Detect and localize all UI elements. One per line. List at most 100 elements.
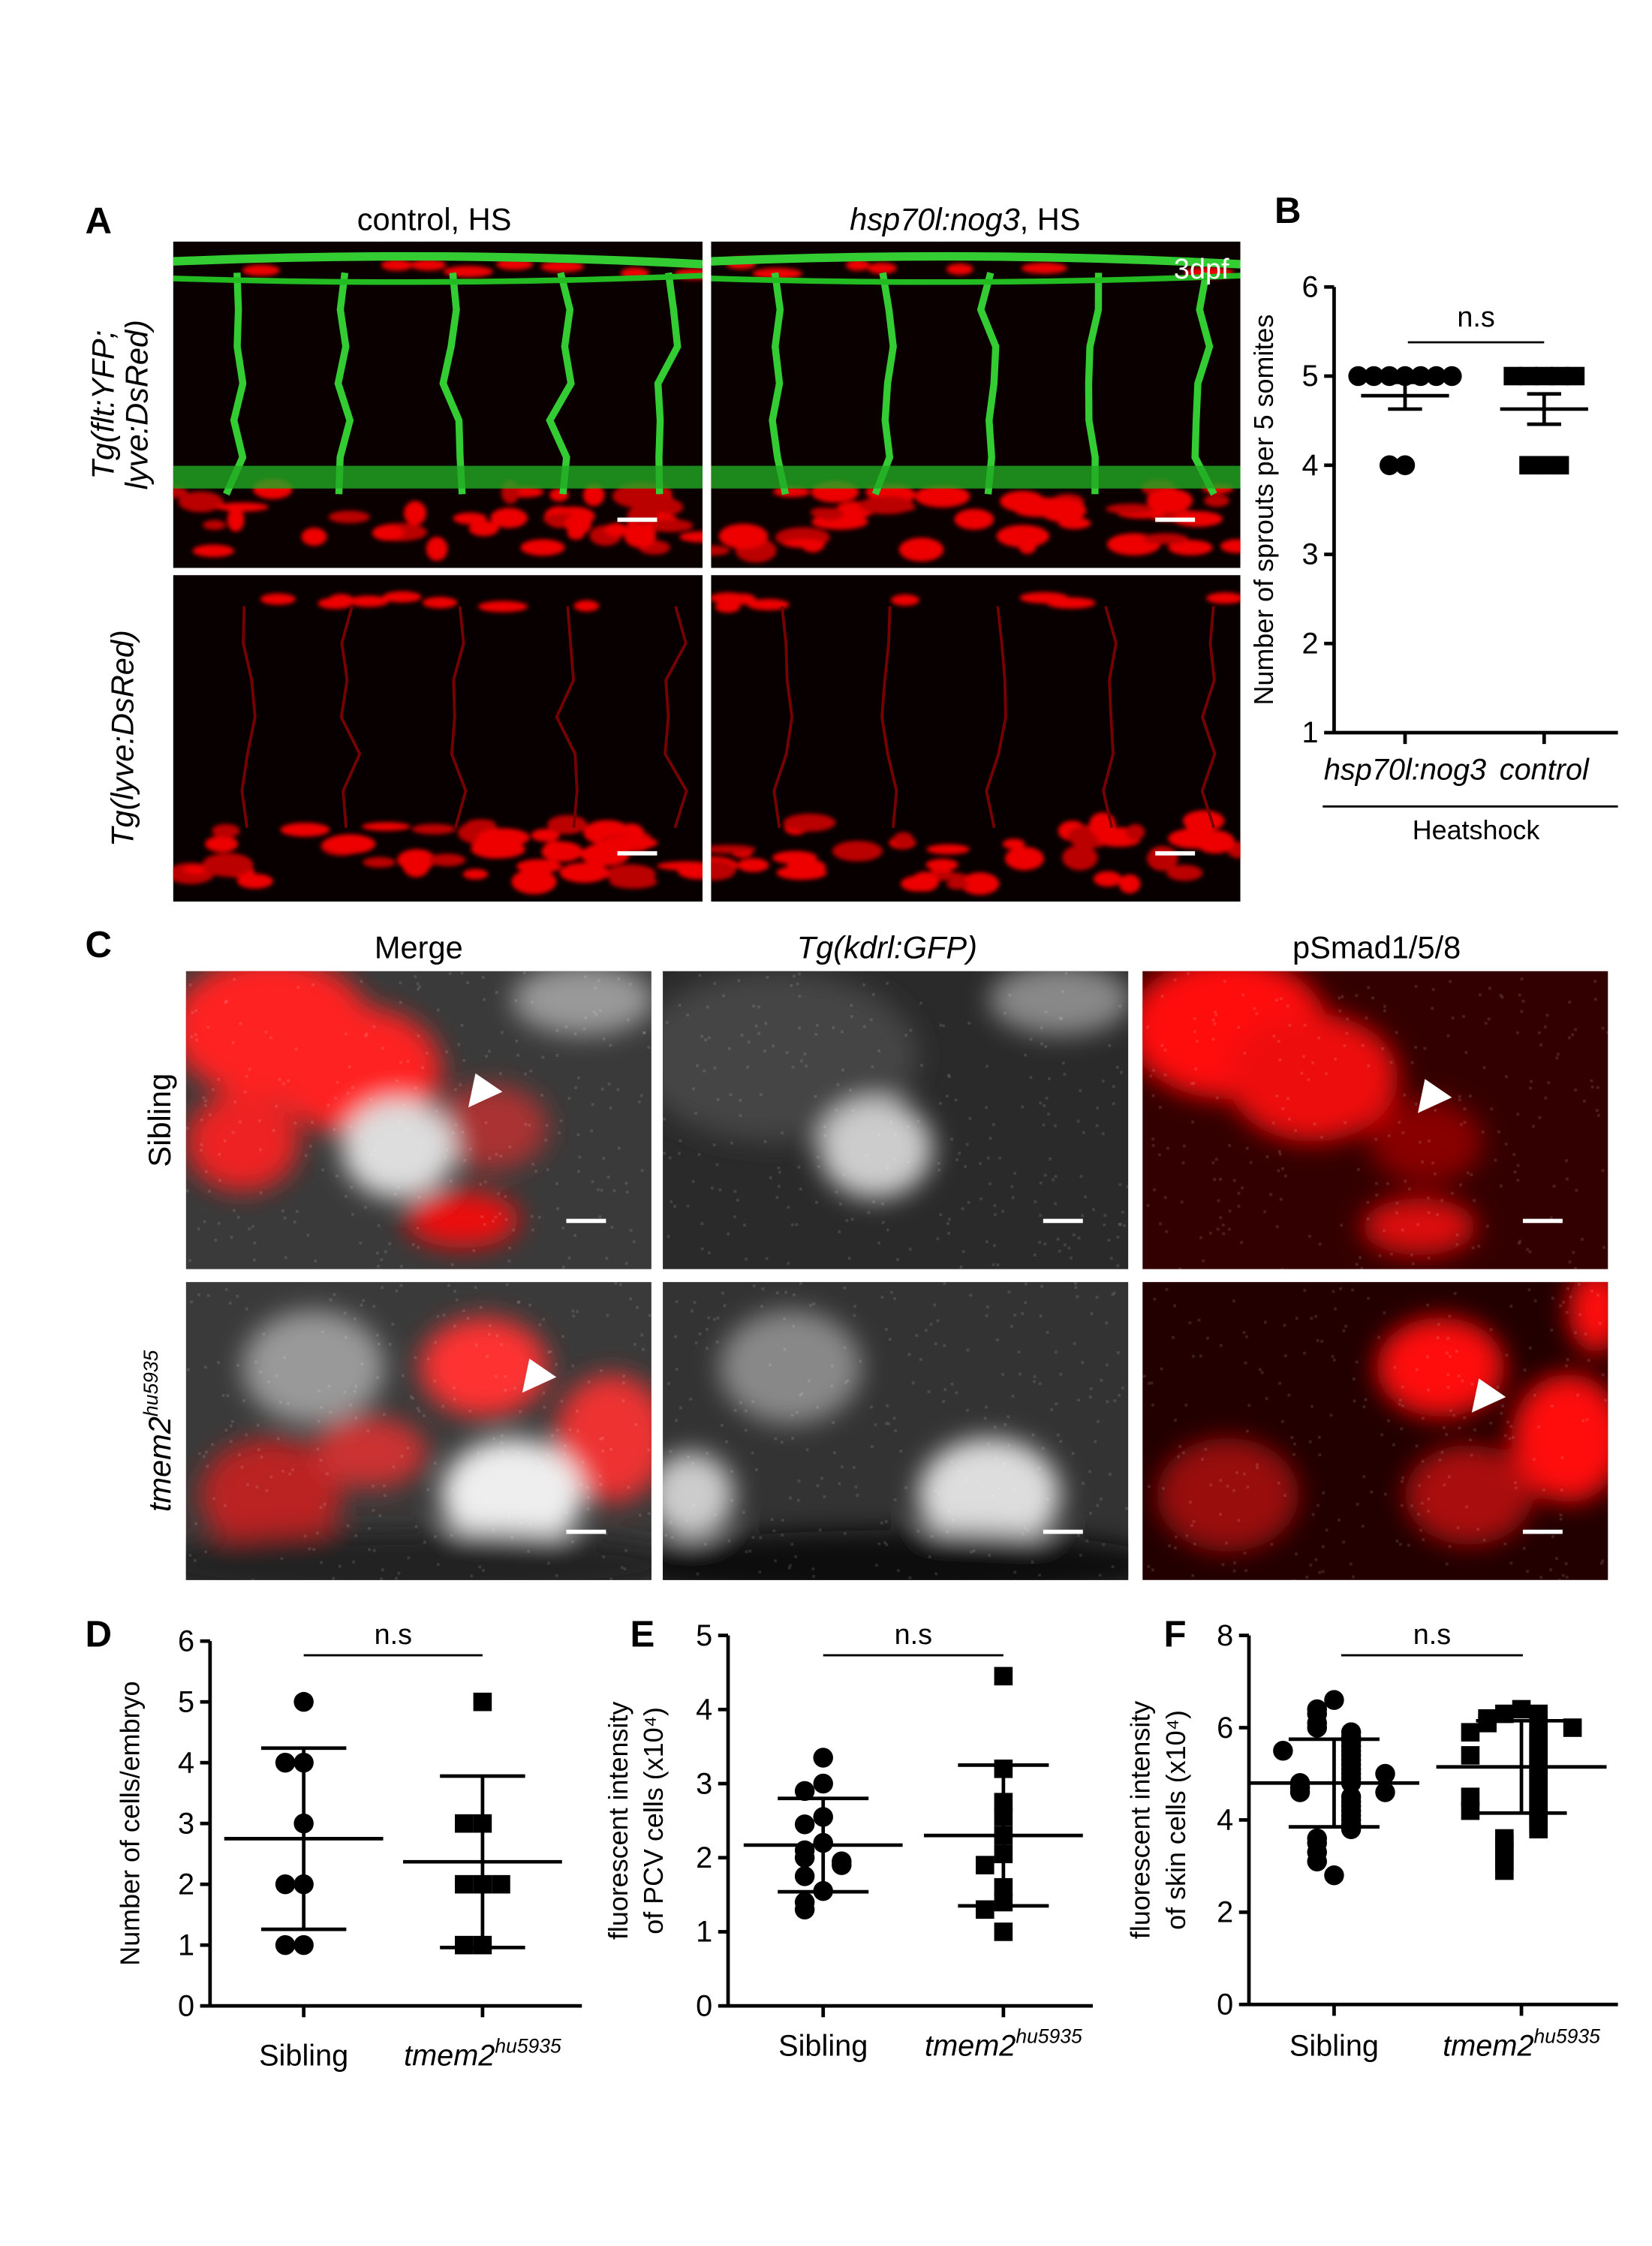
red-blob	[227, 507, 245, 532]
noise	[1352, 1377, 1356, 1380]
noise	[1232, 1179, 1236, 1182]
noise	[218, 1179, 221, 1182]
noise	[303, 1534, 307, 1538]
noise	[1538, 1115, 1542, 1119]
noise	[1228, 1209, 1232, 1213]
error-bar	[1527, 392, 1561, 426]
noise	[745, 1550, 748, 1553]
row-label-gene: tmem2	[142, 1417, 177, 1512]
noise	[988, 1554, 992, 1557]
noise	[1246, 1429, 1249, 1433]
noise	[1281, 1167, 1284, 1170]
noise	[1479, 993, 1482, 997]
noise	[1595, 1109, 1599, 1112]
noise	[1451, 1016, 1455, 1020]
noise	[1245, 1335, 1248, 1338]
red-blob	[404, 501, 427, 525]
noise	[253, 1241, 257, 1245]
noise	[1303, 1289, 1307, 1292]
noise	[338, 1564, 342, 1568]
noise	[1047, 1112, 1051, 1116]
cell	[434, 1084, 548, 1170]
red-blob	[212, 823, 240, 838]
cell	[512, 971, 651, 1035]
noise	[832, 1026, 835, 1029]
noise	[1283, 1323, 1286, 1327]
noise	[212, 1088, 215, 1091]
noise	[1428, 1140, 1431, 1143]
noise	[399, 1061, 403, 1064]
noise	[291, 1468, 294, 1471]
noise	[961, 1207, 964, 1211]
noise	[1095, 1296, 1099, 1299]
noise	[1453, 1292, 1457, 1295]
noise	[591, 1180, 594, 1184]
noise	[896, 1257, 899, 1261]
noise	[856, 1494, 859, 1497]
noise	[850, 1004, 853, 1007]
data-point	[1379, 455, 1400, 475]
noise	[556, 1207, 559, 1210]
noise	[426, 1357, 430, 1361]
noise	[485, 1497, 488, 1501]
noise	[399, 1001, 402, 1004]
noise	[1082, 1482, 1085, 1485]
noise	[1033, 1380, 1036, 1383]
noise	[594, 1013, 598, 1016]
noise	[1389, 1252, 1393, 1256]
noise	[965, 1143, 969, 1146]
noise	[1526, 1570, 1529, 1573]
noise	[1575, 1188, 1578, 1192]
noise	[624, 1182, 628, 1185]
noise	[939, 1023, 943, 1027]
noise	[1477, 1245, 1481, 1248]
noise	[637, 1100, 641, 1103]
noise	[547, 1561, 551, 1565]
noise	[1367, 986, 1371, 989]
noise	[1339, 1287, 1343, 1290]
noise	[892, 1417, 896, 1420]
red-blob	[531, 829, 560, 842]
y-tick-label: 5	[1302, 360, 1319, 393]
noise	[936, 1237, 940, 1241]
noise	[843, 1286, 847, 1290]
noise	[1209, 1483, 1213, 1487]
noise	[381, 1568, 384, 1572]
data-point	[1375, 1782, 1395, 1802]
noise	[1256, 1463, 1259, 1466]
noise	[524, 1122, 528, 1126]
noise	[346, 1524, 350, 1528]
noise	[1070, 1257, 1073, 1260]
noise	[1356, 1168, 1360, 1171]
noise	[1277, 1040, 1280, 1043]
noise	[751, 1400, 755, 1404]
noise	[1550, 1329, 1554, 1332]
noise	[1168, 1544, 1171, 1548]
noise	[1187, 972, 1190, 975]
noise	[1509, 1425, 1513, 1429]
noise	[476, 1451, 480, 1455]
vessel	[985, 606, 1007, 829]
noise	[846, 1379, 850, 1383]
noise	[452, 1386, 456, 1389]
noise	[1240, 1241, 1243, 1245]
noise	[823, 1134, 827, 1137]
noise	[1489, 1328, 1493, 1332]
noise	[1038, 1241, 1041, 1244]
noise	[1458, 1426, 1461, 1430]
noise	[1042, 1123, 1046, 1127]
noise	[199, 1149, 203, 1152]
noise	[951, 1518, 955, 1522]
noise	[1049, 1157, 1052, 1161]
noise	[1010, 1185, 1014, 1188]
noise	[929, 1323, 933, 1326]
data-point	[794, 1847, 815, 1868]
noise	[1089, 1511, 1092, 1515]
noise	[332, 1576, 336, 1580]
noise	[1295, 1552, 1298, 1555]
red-blob	[892, 832, 914, 848]
noise	[751, 1451, 754, 1455]
data-point	[473, 1692, 492, 1712]
vessel	[1191, 272, 1217, 496]
noise	[572, 1314, 576, 1318]
